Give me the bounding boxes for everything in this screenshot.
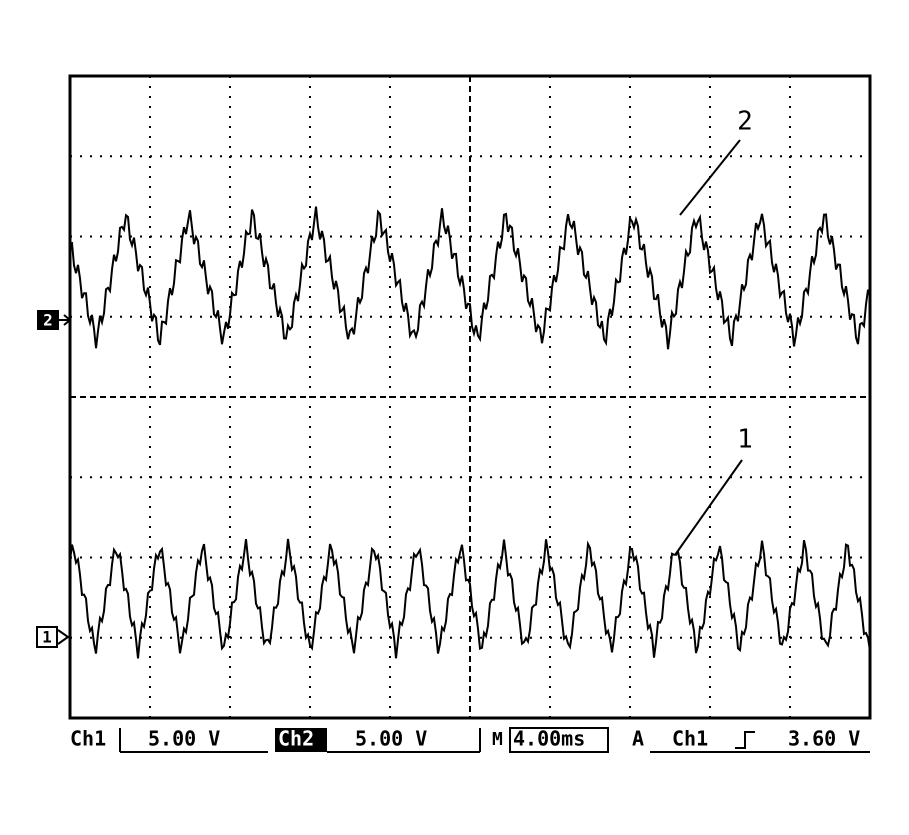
ch1-waveform — [69, 538, 871, 659]
trigger-source: Ch1 — [672, 727, 708, 751]
time-prefix: M — [492, 729, 503, 750]
ch2-marker-box — [37, 310, 59, 330]
trace-label-1: 1 — [737, 425, 753, 455]
timebase: 4.00ms — [513, 727, 585, 751]
trigger-mode: A — [632, 727, 644, 751]
ch2-label-box — [275, 728, 327, 752]
trigger-level: 3.60 V — [788, 727, 860, 751]
leader-line-1 — [674, 459, 743, 556]
ch2-waveform — [69, 206, 871, 350]
waveforms — [69, 206, 871, 659]
timebase-box — [509, 727, 609, 753]
trigger-slope — [735, 731, 755, 749]
ch1-marker: 1 — [42, 628, 52, 647]
ch2-scale: 5.00 V — [355, 727, 427, 751]
ch1-scale: 5.00 V — [148, 727, 220, 751]
ch2-label: Ch2 — [278, 727, 314, 751]
leader-line-2 — [679, 139, 741, 216]
ch1-arrow — [57, 629, 70, 645]
trace-label-2: 2 — [737, 107, 753, 137]
graticule — [70, 76, 870, 718]
ch1-label: Ch1 — [70, 727, 106, 751]
ch1-marker-box — [36, 626, 58, 648]
ch2-marker: 2 — [43, 311, 53, 330]
ch2-arrow — [59, 314, 72, 326]
